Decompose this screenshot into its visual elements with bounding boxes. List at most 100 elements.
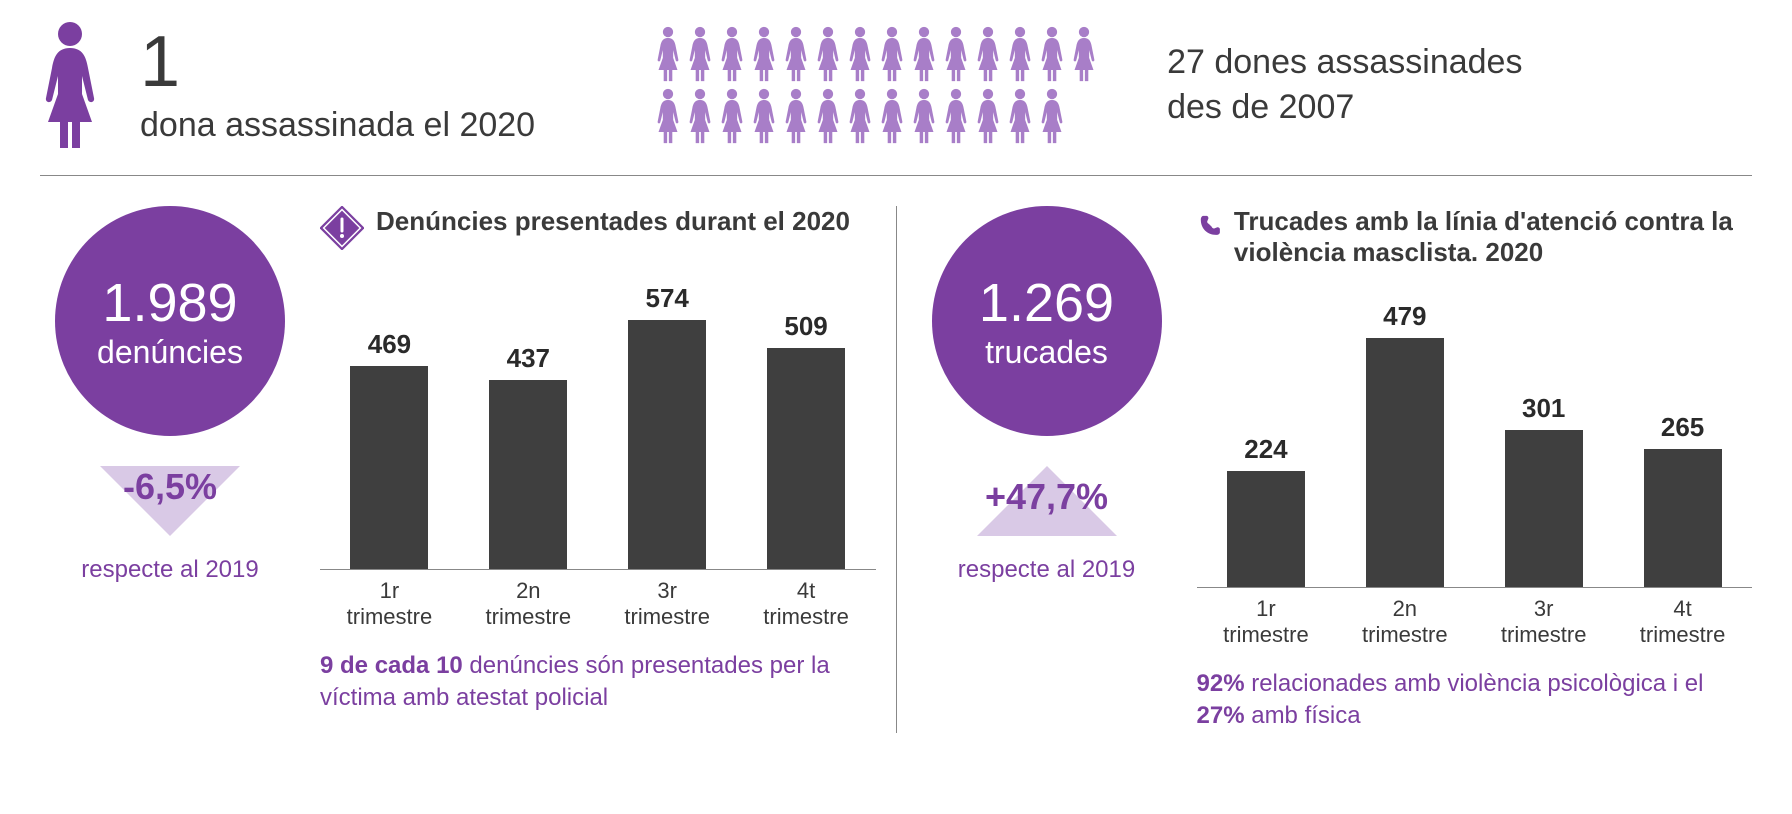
bar <box>350 366 428 569</box>
stat2-line1: 27 dones assassinades <box>1167 43 1522 82</box>
woman-small-icon <box>687 88 713 144</box>
calls-panel: 1.269 trucades +47,7% respecte al 2019 T… <box>917 206 1753 733</box>
woman-small-icon <box>655 26 681 82</box>
woman-small-icon <box>1007 26 1033 82</box>
woman-small-icon <box>783 88 809 144</box>
woman-small-icon <box>1039 88 1065 144</box>
alert-diamond-icon <box>320 206 364 250</box>
bar <box>767 348 845 569</box>
woman-small-icon <box>879 88 905 144</box>
down-triangle-icon: -6,5% <box>100 466 240 536</box>
bottom-section: 1.989 denúncies -6,5% respecte al 2019 D… <box>40 206 1752 733</box>
woman-small-icon <box>847 88 873 144</box>
complaints-number: 1.989 <box>102 272 237 334</box>
bar-value: 509 <box>784 311 827 342</box>
bar-group: 437 <box>478 343 578 569</box>
woman-small-icon <box>911 26 937 82</box>
top-section: 1 dona assassinada el 2020 27 dones assa… <box>40 20 1752 175</box>
bar-value: 265 <box>1661 412 1704 443</box>
bar-value: 479 <box>1383 301 1426 332</box>
complaints-circle: 1.989 denúncies <box>55 206 285 436</box>
complaints-header: Denúncies presentades durant el 2020 <box>320 206 876 250</box>
calls-header: Trucades amb la línia d'atenció contra l… <box>1197 206 1753 268</box>
calls-footnote-bold2: 27% <box>1197 702 1245 729</box>
bar-group: 469 <box>339 329 439 569</box>
bar-group: 301 <box>1494 393 1594 587</box>
complaints-change-note: respecte al 2019 <box>81 556 258 584</box>
woman-small-icon <box>719 88 745 144</box>
woman-small-icon <box>911 88 937 144</box>
complaints-label: denúncies <box>97 334 243 371</box>
bar <box>1366 338 1444 587</box>
woman-small-icon <box>975 88 1001 144</box>
calls-footnote-bold1: 92% <box>1197 670 1245 697</box>
calls-footnote-rest1: relacionades amb violència psicològica i… <box>1245 670 1704 697</box>
woman-small-icon <box>815 88 841 144</box>
vertical-divider <box>896 206 897 733</box>
woman-small-icon <box>975 26 1001 82</box>
x-axis-label: 4ttrimestre <box>1633 596 1733 648</box>
woman-small-icon <box>687 26 713 82</box>
x-axis-label: 4ttrimestre <box>756 578 856 630</box>
x-axis-label: 2ntrimestre <box>1355 596 1455 648</box>
woman-small-icon <box>1007 88 1033 144</box>
bar-value: 469 <box>368 329 411 360</box>
bar <box>1505 430 1583 587</box>
calls-change: +47,7% <box>947 476 1147 518</box>
woman-small-icon <box>751 26 777 82</box>
x-axis-label: 1rtrimestre <box>339 578 439 630</box>
x-axis-label: 3rtrimestre <box>1494 596 1594 648</box>
x-axis-label: 1rtrimestre <box>1216 596 1316 648</box>
bar-value: 301 <box>1522 393 1565 424</box>
complaints-title: Denúncies presentades durant el 2020 <box>376 206 850 237</box>
stat2-line2: des de 2007 <box>1167 88 1522 127</box>
complaints-chart-col: Denúncies presentades durant el 2020 469… <box>320 206 876 733</box>
woman-small-icon <box>815 26 841 82</box>
bar-value: 574 <box>645 283 688 314</box>
woman-small-icon <box>1071 26 1097 82</box>
complaints-bar-chart: 469 437 574 509 <box>320 270 876 570</box>
complaints-x-labels: 1rtrimestre 2ntrimestre 3rtrimestre 4ttrime… <box>320 578 876 630</box>
complaints-footnote: 9 de cada 10 denúncies són presentades p… <box>320 650 876 715</box>
complaints-panel: 1.989 denúncies -6,5% respecte al 2019 D… <box>40 206 876 733</box>
calls-bar-chart: 224 479 301 265 <box>1197 288 1753 588</box>
bar-value: 224 <box>1244 434 1287 465</box>
woman-small-icon <box>879 26 905 82</box>
calls-title: Trucades amb la línia d'atenció contra l… <box>1234 206 1752 268</box>
x-axis-label: 2ntrimestre <box>478 578 578 630</box>
calls-footnote-rest2: amb física <box>1245 702 1361 729</box>
calls-footnote: 92% relacionades amb violència psicològi… <box>1197 668 1753 733</box>
phone-icon <box>1197 206 1222 246</box>
woman-small-icon <box>1039 26 1065 82</box>
bar-group: 574 <box>617 283 717 569</box>
bar <box>1644 449 1722 587</box>
woman-small-icon <box>655 88 681 144</box>
stat1-number: 1 <box>140 26 535 98</box>
horizontal-divider <box>40 175 1752 176</box>
complaints-footnote-bold: 9 de cada 10 <box>320 652 463 679</box>
woman-icon-grid <box>655 26 1097 144</box>
calls-circle: 1.269 trucades <box>932 206 1162 436</box>
bar <box>1227 471 1305 587</box>
calls-summary: 1.269 trucades +47,7% respecte al 2019 <box>917 206 1177 733</box>
woman-small-icon <box>783 26 809 82</box>
bar-group: 479 <box>1355 301 1455 587</box>
calls-number: 1.269 <box>979 272 1114 334</box>
woman-icon <box>40 20 100 150</box>
woman-small-icon <box>847 26 873 82</box>
bar <box>628 320 706 569</box>
bar-group: 224 <box>1216 434 1316 587</box>
stat1-text: dona assassinada el 2020 <box>140 106 535 145</box>
calls-change-note: respecte al 2019 <box>958 556 1135 584</box>
bar-group: 265 <box>1633 412 1733 587</box>
woman-small-icon <box>943 26 969 82</box>
calls-chart-col: Trucades amb la línia d'atenció contra l… <box>1197 206 1753 733</box>
stat-one: 1 dona assassinada el 2020 <box>140 26 535 145</box>
calls-x-labels: 1rtrimestre 2ntrimestre 3rtrimestre 4ttrime… <box>1197 596 1753 648</box>
bar <box>489 380 567 569</box>
complaints-summary: 1.989 denúncies -6,5% respecte al 2019 <box>40 206 300 733</box>
complaints-change: -6,5% <box>70 466 270 508</box>
stat-two: 27 dones assassinades des de 2007 <box>1167 43 1522 127</box>
calls-label: trucades <box>985 334 1108 371</box>
x-axis-label: 3rtrimestre <box>617 578 717 630</box>
